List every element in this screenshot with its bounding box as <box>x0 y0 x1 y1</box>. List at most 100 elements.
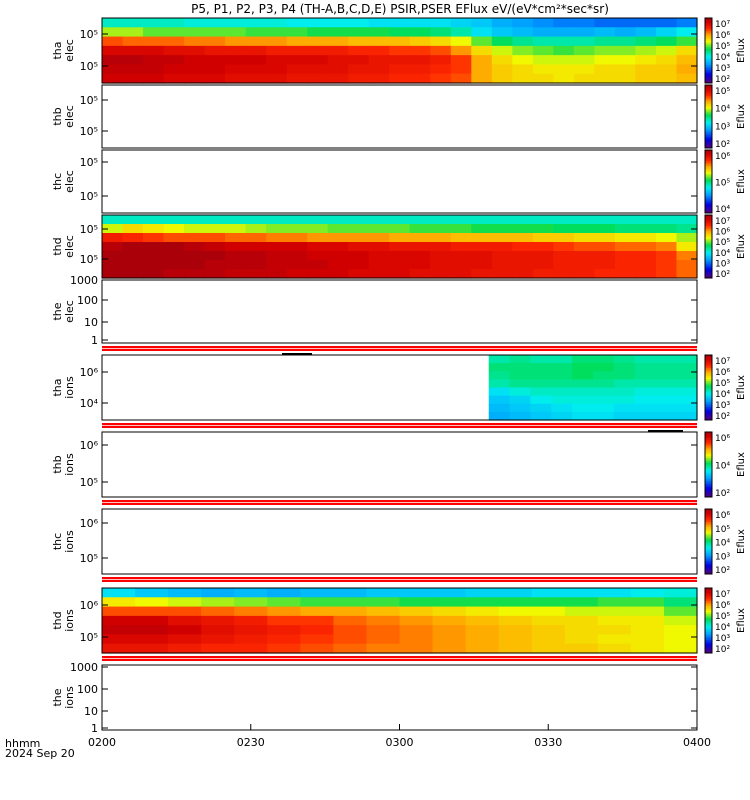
heatmap-cell <box>333 643 368 654</box>
heatmap-cell <box>184 18 206 28</box>
heatmap-cell <box>225 27 247 38</box>
heatmap-cell <box>102 224 124 234</box>
colorbar-segment <box>705 464 712 467</box>
heatmap-cell <box>573 251 596 261</box>
heatmap-cell <box>266 260 288 270</box>
colorbar-segment <box>705 623 712 626</box>
heatmap-cell <box>307 27 329 38</box>
heatmap-cell <box>333 625 368 636</box>
colorbar-segment <box>705 493 712 496</box>
heatmap-cell <box>327 251 349 261</box>
colorbar-segment <box>705 44 712 47</box>
colorbar-segment <box>705 45 712 48</box>
colorbar-segment <box>705 376 712 379</box>
colorbar-tick-label: 10⁴ <box>715 205 730 215</box>
heatmap-cell <box>245 36 267 47</box>
heatmap-cell <box>531 597 566 608</box>
heatmap-cell <box>594 224 616 234</box>
colorbar-tick-label: 10⁶ <box>715 601 730 611</box>
panel-the-ions: 1000 100 10 1 the ions <box>51 661 698 735</box>
panel-frame <box>101 587 698 654</box>
figure-title: P5, P1, P2, P3, P4 (TH-A,B,C,D,E) PSIR,P… <box>191 2 609 16</box>
colorbar-segment <box>705 599 712 602</box>
heatmap-cell <box>573 27 596 38</box>
heatmap-cell <box>102 597 136 608</box>
heatmap-cell <box>368 27 390 38</box>
heatmap-cell <box>245 27 267 38</box>
heatmap-cell <box>572 403 594 413</box>
colorbar-segment <box>705 435 712 438</box>
heatmap-cell <box>307 18 329 28</box>
heatmap-cell <box>488 363 511 372</box>
colorbar-segment <box>705 100 712 103</box>
heatmap-cell <box>465 643 500 654</box>
colorbar-segment <box>705 241 712 244</box>
colorbar-segment <box>705 167 712 170</box>
heatmap-cell <box>512 242 534 252</box>
colorbar-segment <box>705 432 712 435</box>
heatmap-cell <box>635 260 657 270</box>
colorbar-segment <box>705 97 712 100</box>
colorbar-segment <box>705 229 712 232</box>
heatmap-cell <box>655 215 678 225</box>
heatmap-cell <box>553 260 575 270</box>
colorbar-segment <box>705 610 712 613</box>
heatmap-cell <box>634 403 656 413</box>
heatmap-cell <box>509 363 531 372</box>
colorbar-segment <box>705 176 712 179</box>
heatmap-cell <box>551 363 573 372</box>
colorbar-segment <box>705 552 712 556</box>
colorbar-segment <box>705 589 712 592</box>
heatmap-cell <box>409 36 431 47</box>
heatmap-cell <box>594 18 616 28</box>
heatmap-cell <box>488 403 511 413</box>
heatmap-cell <box>430 242 452 252</box>
heatmap-cell <box>573 260 596 270</box>
heatmap-cell <box>300 606 334 617</box>
heatmap-cell <box>430 27 452 38</box>
heatmap-cell <box>409 73 431 84</box>
y-axis-probe-label: thb <box>51 455 64 473</box>
colorbar-frame <box>704 354 713 421</box>
colorbar-segment <box>705 394 712 397</box>
colorbar-segment <box>705 539 712 543</box>
heatmap-cell <box>663 606 698 617</box>
heatmap-cell <box>204 260 226 270</box>
heatmap-cell <box>204 27 226 38</box>
y-axis-species-label: elec <box>63 170 76 193</box>
colorbar-segment <box>705 602 712 605</box>
panel-frame <box>101 84 698 149</box>
heatmap-cell <box>432 606 467 617</box>
colorbar-segment <box>705 237 712 240</box>
colorbar-tick-label: 10² <box>715 270 730 280</box>
colorbar-segment <box>705 592 712 596</box>
y-tick-label: 10 <box>84 316 98 329</box>
heatmap-cell <box>348 64 370 75</box>
colorbar-segment <box>705 74 712 78</box>
heatmap-cell <box>267 597 301 608</box>
colorbar-segment <box>705 356 712 359</box>
heatmap-cell <box>509 355 531 364</box>
heatmap-cell <box>532 18 554 28</box>
heatmap-cell <box>676 269 698 279</box>
colorbar-segment <box>705 209 712 212</box>
heatmap-cell <box>135 643 169 654</box>
heatmap-cell <box>102 588 136 598</box>
heatmap-cell <box>348 55 370 66</box>
heatmap-cell <box>201 588 235 598</box>
heatmap-cell <box>532 55 554 66</box>
heatmap-cell <box>368 233 390 243</box>
colorbar-segment <box>705 484 712 487</box>
colorbar-segment <box>705 456 712 459</box>
heatmap-cell <box>594 27 616 38</box>
heatmap-cell <box>594 64 616 75</box>
heatmap-cell <box>471 64 493 75</box>
colorbar-segment <box>705 86 712 89</box>
heatmap-cell <box>266 215 288 225</box>
heatmap-cell <box>676 387 698 397</box>
heatmap-cell <box>135 597 169 608</box>
heatmap-cell <box>163 36 185 47</box>
colorbar-segment <box>705 19 712 22</box>
